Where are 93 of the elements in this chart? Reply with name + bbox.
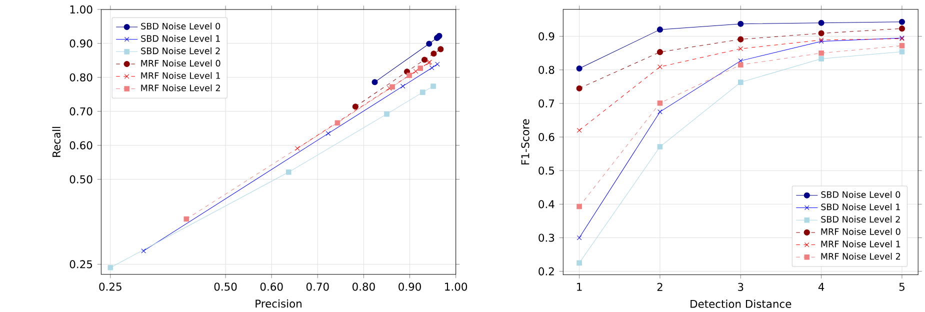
point xyxy=(184,216,190,222)
point xyxy=(430,50,437,57)
y-tick-label: 0.8 xyxy=(538,66,554,74)
legend-label: MRF Noise Level 1 xyxy=(141,72,220,79)
legend-label: SBD Noise Level 1 xyxy=(821,203,900,210)
y-tick-label: 0.50 xyxy=(70,175,92,184)
point xyxy=(108,264,114,270)
y-tick-label: 0.2 xyxy=(538,267,554,276)
point xyxy=(387,86,392,91)
point xyxy=(899,49,905,54)
point xyxy=(141,248,146,254)
point xyxy=(738,62,744,68)
point xyxy=(390,84,395,90)
point xyxy=(576,65,582,72)
line-series xyxy=(141,62,440,254)
y-tick-label: 1.00 xyxy=(70,5,92,14)
point xyxy=(384,111,390,117)
point xyxy=(438,46,444,52)
point xyxy=(657,100,663,106)
legend-label: MRF Noise Level 0 xyxy=(141,60,220,66)
point xyxy=(430,84,436,89)
point xyxy=(898,25,905,32)
point xyxy=(818,50,824,56)
x-tick-label: 5 xyxy=(899,282,904,291)
legend-label: SBD Noise Level 2 xyxy=(821,216,900,223)
y-tick-label: 0.70 xyxy=(70,107,92,116)
legend-label: MRF Noise Level 1 xyxy=(821,240,900,248)
point xyxy=(738,80,744,85)
point xyxy=(435,62,440,66)
point xyxy=(286,169,292,175)
point xyxy=(418,66,424,71)
point xyxy=(295,146,300,151)
point xyxy=(334,120,340,126)
point xyxy=(576,128,582,133)
legend-label: SBD Noise Level 0 xyxy=(141,22,220,30)
point xyxy=(738,20,744,27)
point xyxy=(372,79,378,86)
point xyxy=(429,65,434,70)
x-tick-label: 0.80 xyxy=(352,282,375,291)
y-tick-label: 0.6 xyxy=(538,132,554,142)
legend-label: MRF Noise Level 2 xyxy=(821,252,900,260)
point xyxy=(421,56,428,63)
x-tick-label: 1.00 xyxy=(445,282,468,291)
legend-label: SBD Noise Level 0 xyxy=(821,191,900,198)
point xyxy=(576,204,582,210)
y-axis-title: Recall xyxy=(52,126,60,157)
point xyxy=(656,48,663,56)
y-tick-label: 0.90 xyxy=(70,39,92,48)
x-axis-title: Precision xyxy=(256,299,302,308)
point xyxy=(352,104,358,110)
x-tick-label: 0.25 xyxy=(99,282,122,291)
point xyxy=(426,40,432,47)
y-tick-label: 0.3 xyxy=(538,234,554,242)
x-tick-label: 0.50 xyxy=(214,282,237,291)
point xyxy=(738,46,744,52)
y-tick-label: 0.9 xyxy=(538,32,554,40)
point xyxy=(658,64,662,70)
point xyxy=(818,30,824,36)
point xyxy=(576,85,582,92)
legend-label: MRF Noise Level 2 xyxy=(141,84,220,92)
legend-label: SBD Noise Level 2 xyxy=(141,47,220,54)
point xyxy=(400,84,406,89)
y-axis-title: F1-Score xyxy=(521,119,530,164)
x-tick-label: 0.70 xyxy=(306,282,329,291)
y-tick-label: 0.5 xyxy=(538,166,554,175)
point xyxy=(899,42,905,48)
x-tick-label: 3 xyxy=(738,282,744,291)
point xyxy=(898,18,905,25)
x-tick-label: 4 xyxy=(818,282,824,291)
point xyxy=(406,72,412,78)
x-tick-label: 0.90 xyxy=(398,282,421,291)
x-tick-label: 0.60 xyxy=(260,282,283,291)
point xyxy=(738,36,744,42)
point xyxy=(420,90,426,95)
y-tick-label: 0.7 xyxy=(538,99,554,108)
y-tick-label: 0.4 xyxy=(538,200,554,208)
point xyxy=(818,20,824,26)
legend-label: MRF Noise Level 0 xyxy=(821,228,900,235)
y-tick-label: 0.60 xyxy=(70,141,92,150)
y-tick-label: 0.80 xyxy=(70,73,92,82)
y-tick-label: 0.25 xyxy=(70,260,92,268)
x-tick-label: 2 xyxy=(657,282,662,291)
x-tick-label: 1 xyxy=(577,282,582,291)
point xyxy=(657,144,663,150)
point xyxy=(818,56,824,62)
point xyxy=(413,68,418,74)
point xyxy=(576,235,582,240)
point xyxy=(656,26,663,33)
point xyxy=(658,109,662,114)
legend-label: SBD Noise Level 1 xyxy=(141,34,220,42)
point xyxy=(576,260,582,266)
x-axis-title: Detection Distance xyxy=(690,300,792,308)
point xyxy=(326,130,331,136)
